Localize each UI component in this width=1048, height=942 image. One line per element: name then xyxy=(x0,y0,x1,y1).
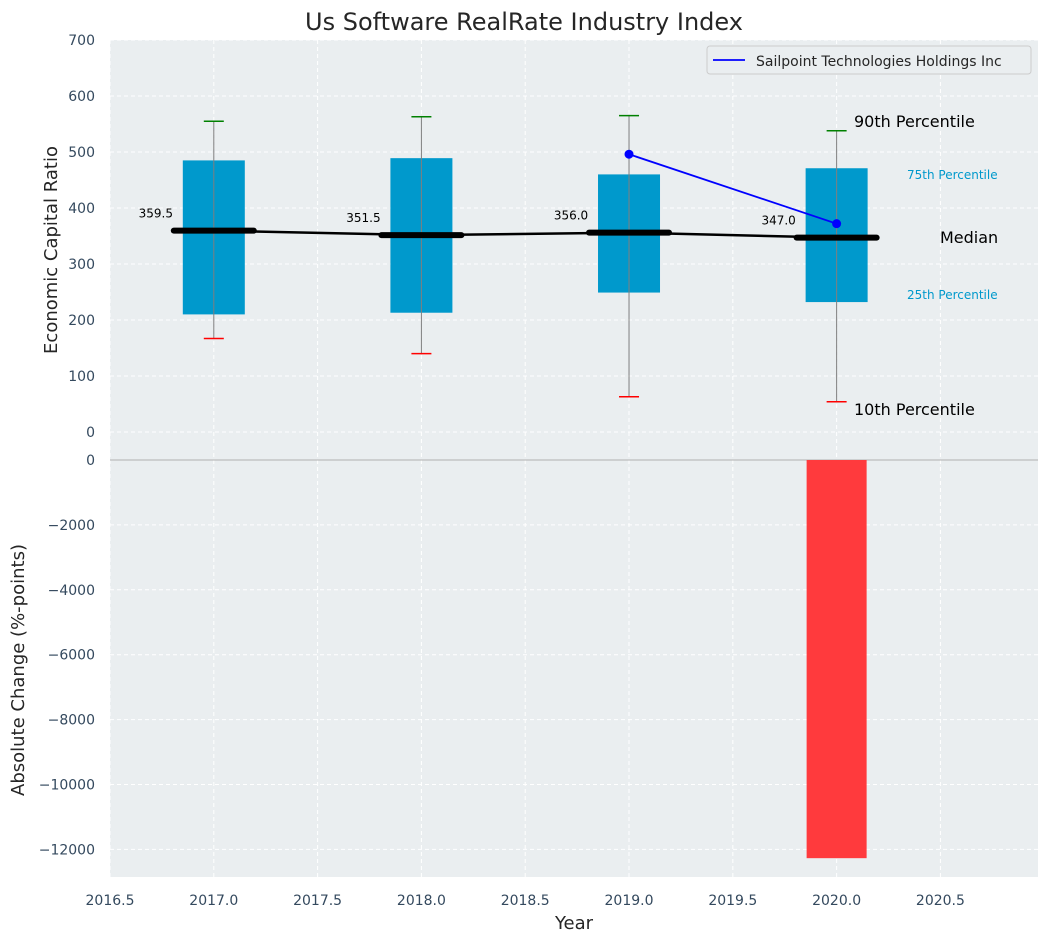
x-tick-label: 2017.0 xyxy=(189,893,238,909)
median-trend-line xyxy=(213,229,837,239)
bottom-y-tick-label: −8000 xyxy=(48,713,95,729)
annotation-p75: 75th Percentile xyxy=(907,168,998,182)
x-tick-label: 2019.0 xyxy=(605,893,654,909)
legend-box xyxy=(706,45,1032,75)
legend xyxy=(706,45,1032,75)
bottom-y-tick-label: −6000 xyxy=(48,648,95,664)
company-series-line xyxy=(628,153,837,225)
median-value-label: 351.5 xyxy=(346,211,380,225)
top-plot-area xyxy=(110,40,1038,460)
x-tick-label: 2020.0 xyxy=(812,893,861,909)
x-tick-label: 2016.5 xyxy=(86,893,135,909)
annotation-p90: 90th Percentile xyxy=(854,112,975,131)
x-axis-label: Year xyxy=(554,913,594,934)
top-y-tick-label: 300 xyxy=(68,257,95,273)
x-tick-label: 2019.5 xyxy=(708,893,757,909)
bottom-y-tick-label: −4000 xyxy=(48,583,95,599)
annotation-p25: 25th Percentile xyxy=(907,288,998,302)
company-series-point xyxy=(832,219,842,229)
top-y-tick-label: 700 xyxy=(68,33,95,49)
bottom-y-tick-label: −12000 xyxy=(39,842,95,858)
top-y-tick-label: 600 xyxy=(68,89,95,105)
bottom-y-tick-label: −10000 xyxy=(39,778,95,794)
bottom-y-tick-label: −2000 xyxy=(48,518,95,534)
annotation-median: Median xyxy=(940,228,998,247)
x-tick-label: 2020.5 xyxy=(916,893,965,909)
company-series-point xyxy=(624,149,634,159)
x-tick-label: 2018.0 xyxy=(397,893,446,909)
top-y-tick-label: 200 xyxy=(68,313,95,329)
top-y-tick-label: 100 xyxy=(68,369,95,385)
top-y-tick-label: 0 xyxy=(86,425,95,441)
x-tick-label: 2018.5 xyxy=(501,893,550,909)
change-bar xyxy=(806,460,867,859)
bottom-plot-area xyxy=(110,460,1038,877)
chart-title: Us Software RealRate Industry Index xyxy=(305,8,743,36)
top-y-axis-label: Economic Capital Ratio xyxy=(41,146,62,354)
top-y-tick-label: 400 xyxy=(68,201,95,217)
median-value-label: 347.0 xyxy=(761,214,795,228)
legend-label: Sailpoint Technologies Holdings Inc xyxy=(756,54,1002,70)
bottom-y-axis-label: Absolute Change (%-points) xyxy=(8,544,29,796)
x-tick-label: 2017.5 xyxy=(293,893,342,909)
median-value-label: 356.0 xyxy=(554,209,588,223)
median-value-label: 359.5 xyxy=(139,207,173,221)
annotation-p10: 10th Percentile xyxy=(854,400,975,419)
top-y-tick-label: 500 xyxy=(68,145,95,161)
bottom-y-tick-label: 0 xyxy=(86,453,95,469)
